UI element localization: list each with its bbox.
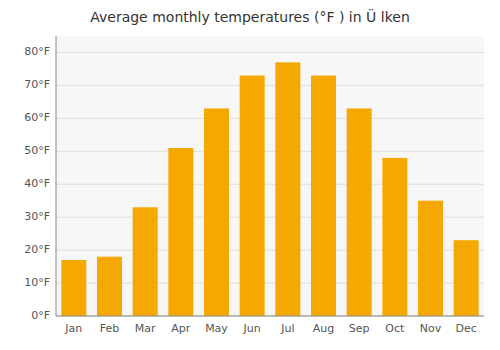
bar <box>204 108 229 316</box>
y-tick-label: 80°F <box>24 45 50 58</box>
bar <box>168 148 193 316</box>
bar <box>454 240 479 316</box>
x-tick-label: Nov <box>420 322 442 335</box>
chart: 0°F 10°F 20°F 30°F 40°F 50°F 60°F 70°F 80°F Jan Fe… <box>0 0 500 350</box>
x-tick-label: Dec <box>456 322 477 335</box>
bar <box>382 158 407 316</box>
x-tick-label: Jan <box>64 322 82 335</box>
bars <box>61 62 478 316</box>
grid-line <box>56 118 484 119</box>
x-tick-label: Aug <box>313 322 334 335</box>
bar <box>311 76 336 316</box>
plot-area <box>56 36 484 316</box>
x-tick-label: Apr <box>171 322 191 335</box>
y-axis <box>56 36 57 316</box>
grid-line <box>56 316 484 317</box>
x-tick-label: Jun <box>243 322 261 335</box>
grid-line <box>56 151 484 152</box>
bar <box>61 260 86 316</box>
y-tick-label: 10°F <box>24 276 50 289</box>
y-tick-label: 30°F <box>24 210 50 223</box>
bar <box>133 207 158 316</box>
grid-line <box>56 52 484 53</box>
x-tick-label: Feb <box>100 322 119 335</box>
x-tick-label: Oct <box>385 322 405 335</box>
x-tick-label: Mar <box>135 322 156 335</box>
bar <box>240 76 265 316</box>
y-tick-label: 40°F <box>24 177 50 190</box>
x-axis <box>56 316 484 317</box>
x-tick-label: Jul <box>280 322 294 335</box>
y-tick-label: 70°F <box>24 78 50 91</box>
y-tick-label: 50°F <box>24 144 50 157</box>
bar <box>347 108 372 316</box>
grid-line <box>56 85 484 86</box>
y-tick-label: 20°F <box>24 243 50 256</box>
grid-line <box>56 184 484 185</box>
x-tick-label: May <box>205 322 228 335</box>
y-tick-label: 0°F <box>31 309 50 322</box>
bar <box>97 257 122 316</box>
bar <box>418 201 443 316</box>
bar <box>275 62 300 316</box>
title: Average monthly temperatures (°F ) in Ü … <box>90 8 410 25</box>
x-tick-label: Sep <box>349 322 370 335</box>
y-tick-label: 60°F <box>24 111 50 124</box>
